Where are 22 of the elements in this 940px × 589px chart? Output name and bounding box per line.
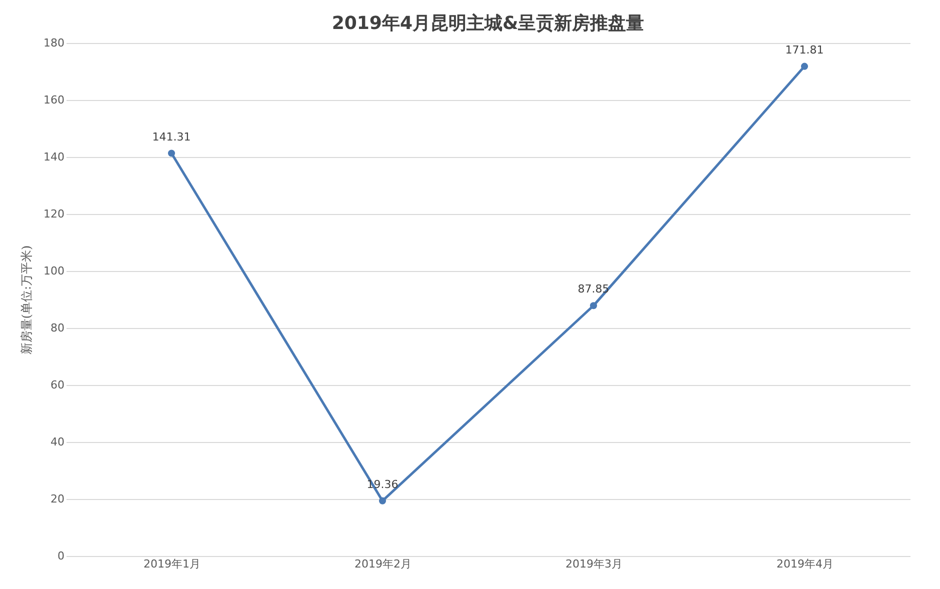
y-tick-label: 0 xyxy=(58,550,64,562)
y-tick-label: 80 xyxy=(50,322,64,334)
y-tick-label: 40 xyxy=(50,436,64,448)
x-tick-label: 2019年1月 xyxy=(144,558,200,570)
y-tick-label: 100 xyxy=(44,264,64,278)
y-tick-label: 160 xyxy=(44,94,64,106)
point xyxy=(800,62,808,70)
y-tick-label: 120 xyxy=(44,208,64,220)
data-label: 141.31 xyxy=(152,130,191,144)
y-tick-label: 20 xyxy=(50,492,64,506)
y-tick-label: 140 xyxy=(44,150,64,164)
point xyxy=(378,497,386,504)
x-tick-label: 2019年2月 xyxy=(354,558,412,570)
x-tick-label: 2019年4月 xyxy=(776,558,834,570)
y-tick-label: 180 xyxy=(44,36,64,50)
data-label: 171.81 xyxy=(785,43,824,56)
y-tick-label: 60 xyxy=(50,378,64,392)
point xyxy=(590,302,598,310)
point xyxy=(168,150,176,157)
chart-title: 2019年4月昆明主城&呈贡新房推盘量 xyxy=(332,13,644,34)
x-tick-label: 2019年3月 xyxy=(566,558,622,570)
y-axis-title: 新房量(单位:万平米) xyxy=(20,245,34,355)
